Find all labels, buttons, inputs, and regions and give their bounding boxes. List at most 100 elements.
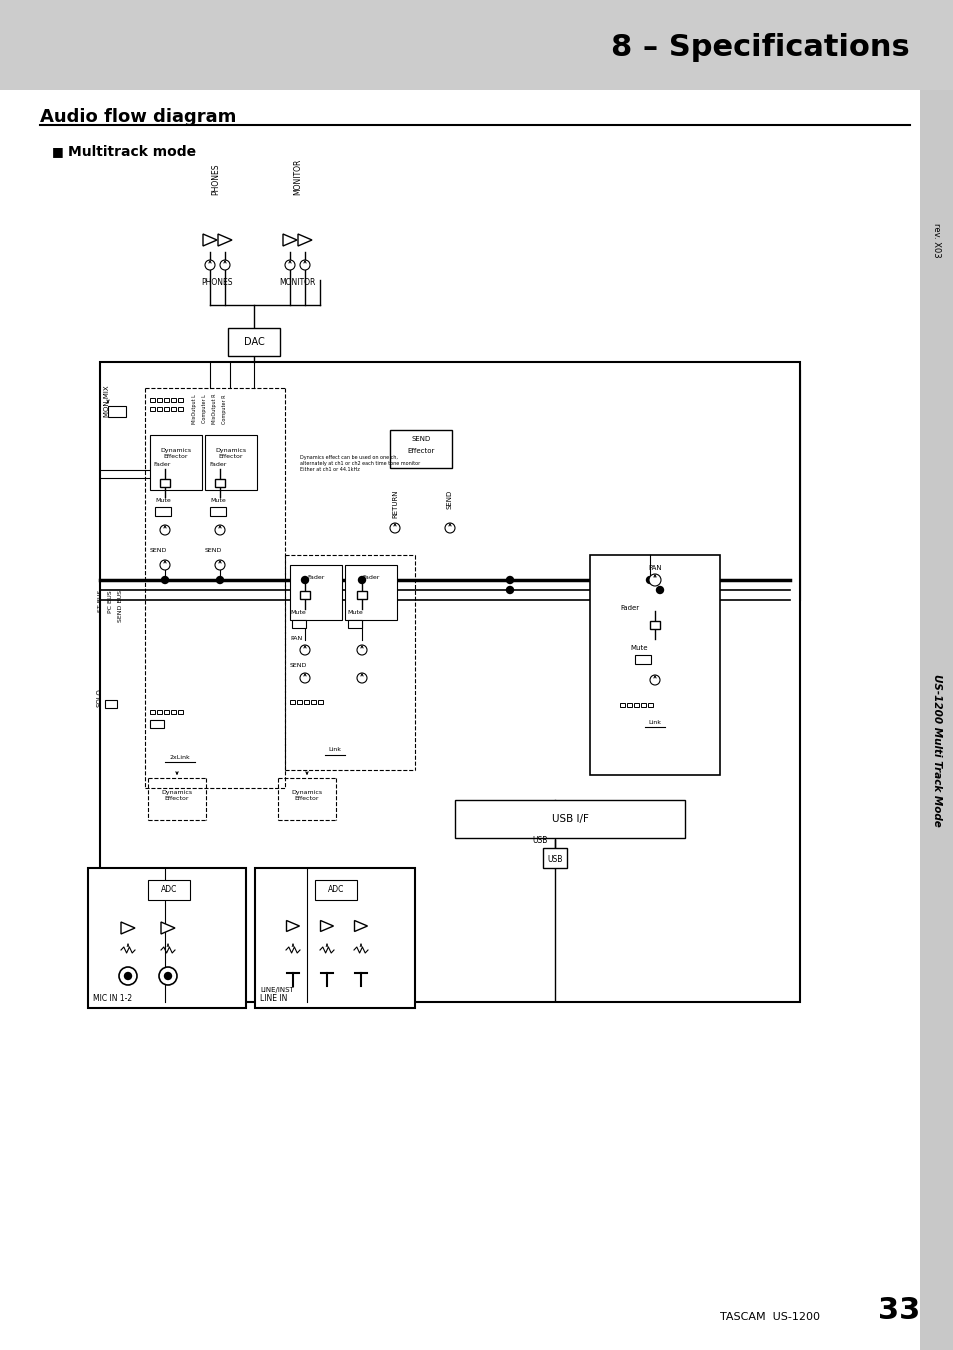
Circle shape: [160, 525, 170, 535]
Bar: [150, 435, 202, 490]
Text: ■: ■: [52, 144, 64, 158]
Bar: [157, 398, 162, 402]
Text: Fader: Fader: [153, 462, 171, 467]
Text: Audio flow diagram: Audio flow diagram: [40, 108, 236, 126]
Bar: [100, 362, 800, 1002]
Text: PAN: PAN: [647, 566, 661, 571]
Text: LINE IN: LINE IN: [260, 994, 287, 1003]
Polygon shape: [355, 921, 367, 931]
Bar: [626, 703, 631, 707]
Text: 33: 33: [877, 1296, 920, 1324]
Circle shape: [159, 967, 177, 985]
Bar: [154, 508, 171, 516]
Bar: [640, 703, 645, 707]
Polygon shape: [283, 234, 296, 246]
Circle shape: [390, 522, 399, 533]
Text: USB: USB: [532, 836, 547, 845]
Bar: [150, 720, 164, 728]
Text: Dynamics effect can be used on one ch,
alternately at ch1 or ch2 each time tone : Dynamics effect can be used on one ch, a…: [299, 455, 420, 471]
Circle shape: [356, 674, 367, 683]
Text: DAC: DAC: [243, 338, 264, 347]
Bar: [164, 398, 169, 402]
Text: PHONES: PHONES: [201, 278, 233, 288]
Circle shape: [506, 586, 513, 594]
Text: 8 – Specifications: 8 – Specifications: [611, 32, 909, 62]
Bar: [589, 555, 720, 775]
Circle shape: [358, 576, 365, 583]
Text: MIC IN 1-2: MIC IN 1-2: [92, 994, 132, 1003]
Bar: [150, 406, 154, 410]
Text: MixOutput R: MixOutput R: [213, 394, 217, 424]
Bar: [205, 435, 256, 490]
Text: rev. X03: rev. X03: [931, 223, 941, 258]
Text: Multitrack mode: Multitrack mode: [68, 144, 196, 159]
Text: MON MIX: MON MIX: [104, 385, 110, 417]
Text: Mute: Mute: [154, 498, 171, 504]
Text: MONITOR: MONITOR: [278, 278, 314, 288]
Polygon shape: [320, 921, 334, 931]
Bar: [455, 801, 684, 838]
Text: Dynamics
Effector: Dynamics Effector: [291, 790, 322, 801]
Bar: [647, 703, 652, 707]
Text: PHONES: PHONES: [212, 163, 220, 194]
Text: USB: USB: [547, 855, 562, 864]
Text: LINE/INST: LINE/INST: [260, 987, 294, 994]
Bar: [649, 621, 659, 629]
Bar: [311, 701, 315, 703]
Text: SEND: SEND: [205, 548, 222, 554]
Bar: [178, 406, 183, 410]
Bar: [317, 701, 323, 703]
Text: ADC: ADC: [161, 886, 177, 895]
Bar: [304, 701, 309, 703]
Text: USB I/F: USB I/F: [551, 814, 588, 824]
Circle shape: [444, 522, 455, 533]
Bar: [178, 398, 183, 402]
Circle shape: [648, 574, 660, 586]
Polygon shape: [203, 234, 216, 246]
Circle shape: [649, 675, 659, 684]
Circle shape: [160, 560, 170, 570]
Bar: [292, 620, 306, 628]
Text: TASCAM  US-1200: TASCAM US-1200: [720, 1312, 820, 1322]
Bar: [634, 703, 639, 707]
Text: Mute: Mute: [629, 645, 647, 651]
Circle shape: [161, 576, 169, 583]
Bar: [619, 703, 624, 707]
Bar: [299, 591, 310, 599]
Bar: [88, 868, 246, 1008]
Circle shape: [301, 576, 308, 583]
Bar: [178, 710, 183, 714]
Text: RETURN: RETURN: [392, 490, 397, 518]
Text: Computer R: Computer R: [222, 394, 227, 424]
Bar: [157, 710, 162, 714]
Circle shape: [119, 967, 137, 985]
Polygon shape: [286, 921, 299, 931]
Text: ST BUS: ST BUS: [97, 590, 102, 613]
Text: Mute: Mute: [290, 610, 305, 616]
Bar: [254, 868, 415, 1008]
Text: PAN: PAN: [290, 636, 302, 641]
Bar: [0, 0, 953, 90]
Bar: [157, 406, 162, 410]
Bar: [171, 710, 175, 714]
Bar: [314, 880, 356, 900]
Text: Fader: Fader: [362, 575, 379, 580]
Bar: [164, 406, 169, 410]
Bar: [164, 710, 169, 714]
Bar: [214, 479, 225, 487]
Bar: [290, 701, 294, 703]
Bar: [290, 566, 341, 620]
Bar: [390, 431, 452, 468]
Text: SEND: SEND: [411, 436, 430, 441]
Circle shape: [656, 586, 662, 594]
Text: SEND BUS: SEND BUS: [117, 590, 122, 622]
Bar: [635, 655, 650, 664]
Circle shape: [216, 576, 223, 583]
Text: SEND: SEND: [290, 663, 307, 668]
Circle shape: [299, 645, 310, 655]
Circle shape: [220, 261, 230, 270]
Polygon shape: [297, 234, 312, 246]
Bar: [171, 398, 175, 402]
Bar: [150, 710, 154, 714]
Text: Link: Link: [328, 747, 341, 752]
